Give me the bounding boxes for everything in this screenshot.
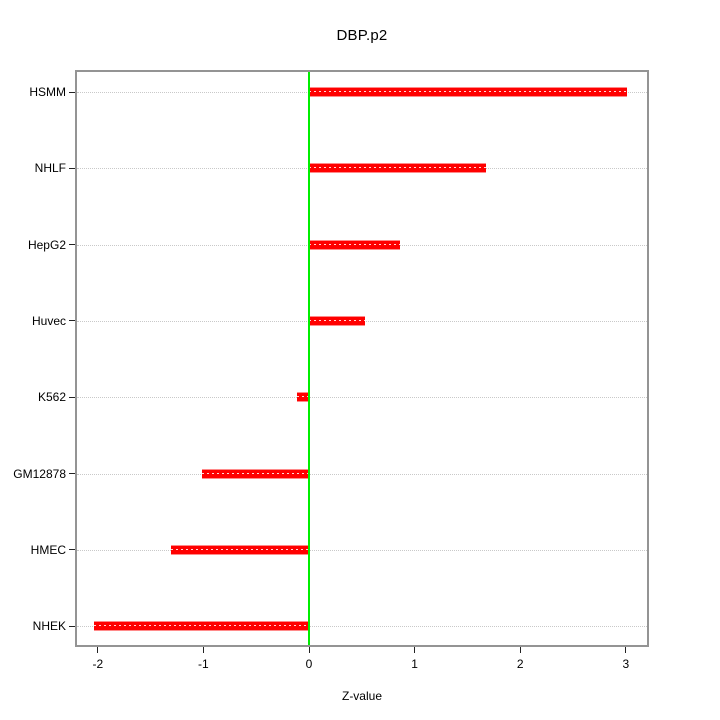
y-tick-label-nhlf: NHLF xyxy=(34,161,66,176)
x-axis-tick xyxy=(625,647,627,653)
y-axis-tick xyxy=(69,320,75,322)
plot-area xyxy=(77,72,647,645)
gridline xyxy=(77,397,647,399)
zero-reference-line xyxy=(308,72,310,645)
x-axis-tick xyxy=(308,647,310,653)
bar-centerline xyxy=(309,167,487,169)
y-axis-tick xyxy=(69,167,75,169)
bar-centerline xyxy=(309,243,400,245)
bar-centerline xyxy=(202,472,309,474)
y-axis-tick xyxy=(69,91,75,93)
y-axis-tick xyxy=(69,473,75,474)
bar-gm12878 xyxy=(202,468,309,479)
x-tick-label--1: -1 xyxy=(198,657,209,671)
bar-nhek xyxy=(93,621,309,632)
x-axis-tick xyxy=(97,647,99,653)
gridline xyxy=(77,473,647,475)
x-tick-label-3: 3 xyxy=(622,657,630,671)
x-axis-tick xyxy=(519,647,521,653)
bar-nhlf xyxy=(309,163,487,174)
y-tick-label-nhek: NHEK xyxy=(32,619,66,634)
gridline xyxy=(77,549,647,551)
chart-title: DBP.p2 xyxy=(336,27,388,44)
x-axis-title: Z-value xyxy=(341,689,382,703)
y-axis-tick xyxy=(69,549,75,551)
x-tick-label--2: -2 xyxy=(92,657,104,671)
y-tick-label-k562: K562 xyxy=(37,390,66,405)
bar-huvec xyxy=(309,315,365,326)
y-tick-label-hsmm: HSMM xyxy=(29,85,66,99)
x-axis-tick xyxy=(202,647,204,653)
y-tick-label-hepg2: HepG2 xyxy=(27,237,66,252)
bar-hmec xyxy=(170,544,309,555)
x-tick-label-1: 1 xyxy=(411,657,418,671)
y-tick-label-hmec: HMEC xyxy=(30,542,66,557)
bar-hsmm xyxy=(309,87,627,97)
gridline xyxy=(77,626,647,628)
bar-centerline xyxy=(309,319,365,321)
bar-centerline xyxy=(297,396,309,398)
bar-centerline xyxy=(93,625,309,627)
bar-k562 xyxy=(297,392,309,403)
y-tick-label-gm12878: GM12878 xyxy=(13,466,66,481)
x-axis-tick xyxy=(414,647,416,653)
x-tick-label-0: 0 xyxy=(305,657,313,671)
y-axis-tick xyxy=(69,396,75,398)
bar-hepg2 xyxy=(309,239,400,250)
x-tick-label-2: 2 xyxy=(516,657,524,671)
bar-centerline xyxy=(309,91,627,92)
bar-centerline xyxy=(170,548,309,550)
y-axis-tick xyxy=(69,244,75,246)
y-tick-label-huvec: Huvec xyxy=(31,313,66,328)
y-axis-tick xyxy=(69,625,75,627)
